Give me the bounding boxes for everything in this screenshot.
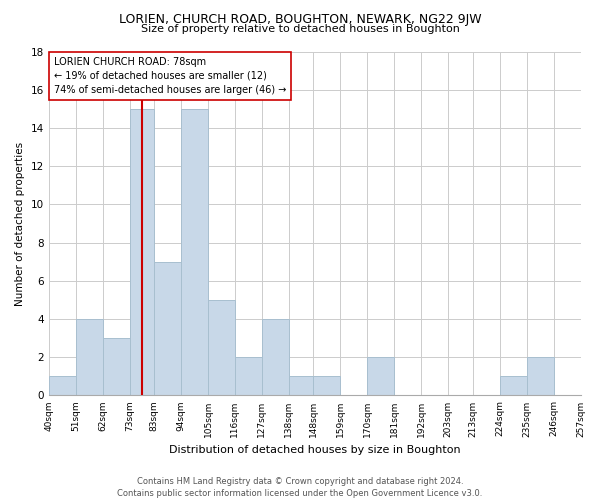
Bar (235, 357, 262, 396)
Bar (208, 300, 235, 396)
Text: Size of property relative to detached houses in Boughton: Size of property relative to detached ho… (140, 24, 460, 34)
Bar (500, 376, 527, 396)
X-axis label: Distribution of detached houses by size in Boughton: Distribution of detached houses by size … (169, 445, 460, 455)
Y-axis label: Number of detached properties: Number of detached properties (15, 142, 25, 306)
Bar (181, 109, 208, 396)
Bar (527, 357, 554, 396)
Text: LORIEN, CHURCH ROAD, BOUGHTON, NEWARK, NG22 9JW: LORIEN, CHURCH ROAD, BOUGHTON, NEWARK, N… (119, 12, 481, 26)
Bar (289, 376, 313, 396)
Bar (103, 338, 130, 396)
Text: LORIEN CHURCH ROAD: 78sqm
← 19% of detached houses are smaller (12)
74% of semi-: LORIEN CHURCH ROAD: 78sqm ← 19% of detac… (54, 56, 286, 94)
Bar (367, 357, 394, 396)
Bar (130, 109, 154, 396)
Bar (154, 262, 181, 396)
Bar (49, 376, 76, 396)
Bar (262, 319, 289, 396)
Text: Contains HM Land Registry data © Crown copyright and database right 2024.
Contai: Contains HM Land Registry data © Crown c… (118, 476, 482, 498)
Bar (76, 319, 103, 396)
Bar (581, 357, 600, 396)
Bar (313, 376, 340, 396)
